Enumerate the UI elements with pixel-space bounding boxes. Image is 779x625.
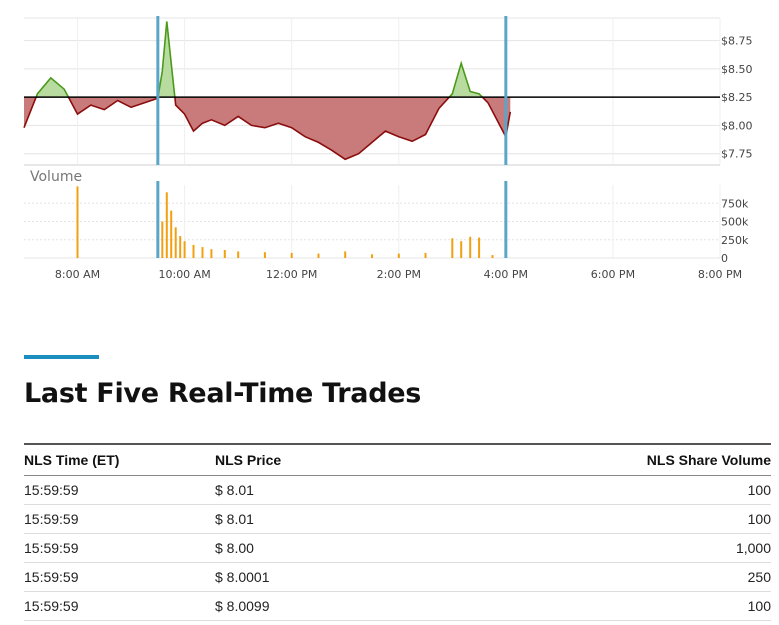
price-tick-label: $8.25 xyxy=(721,91,753,104)
price-below-baseline-area xyxy=(24,97,511,160)
table-row: 15:59:59 $ 8.0099 100 xyxy=(24,591,771,621)
trade-volume: 100 xyxy=(515,591,771,621)
volume-tick-label: 750k xyxy=(721,197,749,210)
volume-bar xyxy=(201,247,204,258)
price-line-above xyxy=(35,21,484,98)
trade-volume: 100 xyxy=(515,504,771,534)
volume-bar xyxy=(237,251,240,258)
price-line-below xyxy=(23,97,512,161)
table-row: 15:59:59 $ 8.0001 250 xyxy=(24,562,771,592)
section-title: Last Five Real-Time Trades xyxy=(24,378,422,409)
volume-bar xyxy=(290,252,293,258)
trade-price: $ 8.01 xyxy=(215,504,515,534)
volume-bar xyxy=(371,254,373,258)
section-accent-bar xyxy=(24,355,99,359)
volume-tick-label: 250k xyxy=(721,234,749,247)
price-volume-chart: $8.75$8.50$8.25$8.00$7.75 750k500k250k0 … xyxy=(23,16,753,281)
volume-bar xyxy=(317,253,320,258)
table-row: 15:59:59 $ 8.01 100 xyxy=(24,504,771,534)
volume-bar xyxy=(424,252,427,258)
trade-price: $ 8.00 xyxy=(215,533,515,563)
volume-bar xyxy=(165,192,168,258)
volume-tick-label: 500k xyxy=(721,216,749,229)
trade-volume: 100 xyxy=(515,475,771,505)
trade-time: 15:59:59 xyxy=(24,475,215,505)
header-price: NLS Price xyxy=(215,443,515,476)
trade-time: 15:59:59 xyxy=(24,504,215,534)
volume-bar xyxy=(478,237,481,258)
trade-price: $ 8.0099 xyxy=(215,591,515,621)
volume-bar xyxy=(451,238,454,258)
trade-time: 15:59:59 xyxy=(24,591,215,621)
header-time: NLS Time (ET) xyxy=(24,443,215,476)
time-tick-label: 2:00 PM xyxy=(377,268,421,281)
time-tick-label: 6:00 PM xyxy=(591,268,635,281)
volume-bar xyxy=(183,241,186,258)
price-above-baseline-area xyxy=(24,21,511,98)
volume-bar xyxy=(491,255,494,258)
price-tick-label: $7.75 xyxy=(721,148,753,161)
time-tick-label: 8:00 PM xyxy=(698,268,742,281)
volume-axis-labels: 750k 500k 250k 0 xyxy=(721,197,749,265)
trade-volume: 1,000 xyxy=(515,533,771,563)
volume-bar xyxy=(170,210,173,258)
volume-tick-label: 0 xyxy=(721,252,728,265)
trade-price: $ 8.0001 xyxy=(215,562,515,592)
trade-volume: 250 xyxy=(515,562,771,592)
table-header-row: NLS Time (ET) NLS Price NLS Share Volume xyxy=(24,443,771,476)
volume-bar xyxy=(76,186,79,258)
time-tick-label: 8:00 AM xyxy=(55,268,100,281)
time-tick-label: 10:00 AM xyxy=(158,268,210,281)
volume-bar xyxy=(192,244,195,258)
price-tick-label: $8.00 xyxy=(721,119,753,132)
trade-price: $ 8.01 xyxy=(215,475,515,505)
time-axis-labels: 8:00 AM 10:00 AM 12:00 PM 2:00 PM 4:00 PM 6:0… xyxy=(55,268,742,281)
trade-time: 15:59:59 xyxy=(24,562,215,592)
volume-panel-title: Volume xyxy=(30,169,82,185)
volume-bar xyxy=(223,250,226,258)
volume-bar xyxy=(161,221,164,258)
price-axis-labels: $8.75 $8.50 $8.25 $8.00 $7.75 xyxy=(721,35,753,161)
volume-gridlines xyxy=(24,185,721,259)
price-tick-label: $8.75 xyxy=(721,35,753,48)
price-tick-label: $8.50 xyxy=(721,63,753,76)
volume-bar xyxy=(460,241,463,258)
volume-bar xyxy=(469,236,472,258)
volume-bar xyxy=(397,253,400,258)
volume-bar xyxy=(344,251,347,258)
trades-table: NLS Time (ET) NLS Price NLS Share Volume… xyxy=(24,443,771,621)
table-row: 15:59:59 $ 8.01 100 xyxy=(24,475,771,505)
volume-bar xyxy=(179,236,182,258)
time-tick-label: 12:00 PM xyxy=(266,268,317,281)
header-volume: NLS Share Volume xyxy=(515,443,771,476)
volume-bar xyxy=(263,252,266,258)
time-tick-label: 4:00 PM xyxy=(484,268,528,281)
trade-time: 15:59:59 xyxy=(24,533,215,563)
volume-bar xyxy=(174,227,177,258)
session-markers xyxy=(156,16,508,258)
table-row: 15:59:59 $ 8.00 1,000 xyxy=(24,533,771,563)
volume-bar xyxy=(210,249,213,258)
